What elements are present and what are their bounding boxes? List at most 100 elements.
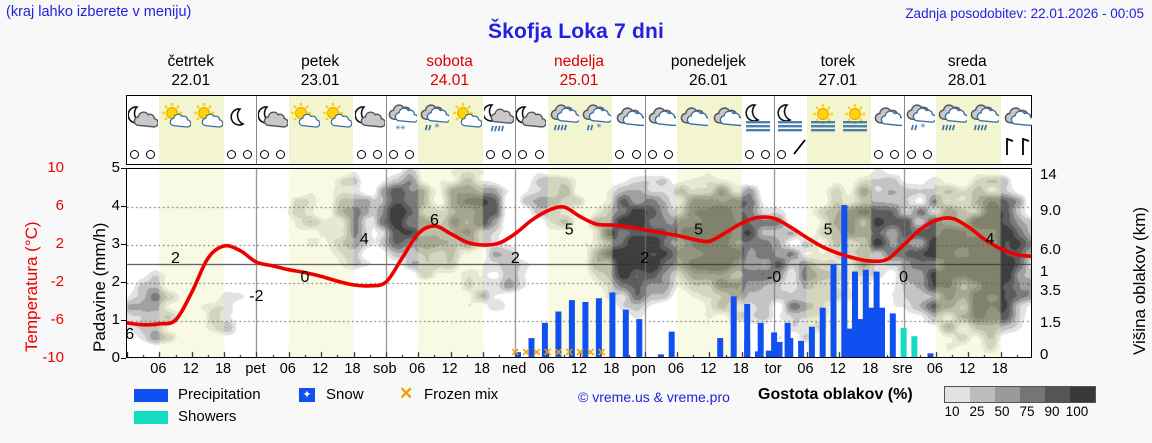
cloud-rain-icon	[936, 96, 968, 142]
wind-barb-light	[793, 138, 807, 161]
svg-text:✳: ✳	[395, 124, 401, 132]
wind-barb-calm	[647, 150, 657, 159]
frozen-mix-marker: ✕	[586, 347, 595, 358]
frozen-mix-marker: ✕	[543, 347, 552, 358]
wind-barb-calm	[259, 150, 269, 159]
precipitation-tick: 0	[111, 349, 120, 366]
sun-cloud-icon	[192, 96, 224, 142]
day-name: petek	[301, 53, 340, 70]
temperature-value-label: 0	[899, 269, 908, 286]
temperature-value-label: 2	[171, 250, 180, 267]
wind-barb-calm	[534, 150, 544, 159]
moon-fog-icon	[774, 96, 806, 142]
precip-bar	[595, 298, 602, 357]
temperature-tick: 2	[55, 235, 64, 252]
cloud-icon	[645, 96, 677, 142]
cloud-scale-tick: 10	[944, 404, 960, 419]
precip-bar	[541, 322, 548, 357]
precipitation-tick: 1	[111, 311, 120, 328]
temperature-value-label: 0	[301, 269, 310, 286]
wind-barb-calm	[275, 150, 285, 159]
precip-bar	[900, 327, 907, 357]
wind-barb-calm	[744, 150, 754, 159]
cloud-scale-tick: 90	[1044, 404, 1060, 419]
weather-icon-strip: ✳ ✳ ✳ ✳ ✳	[126, 95, 1032, 165]
precip-bar	[911, 336, 918, 357]
svg-text:✳: ✳	[434, 122, 440, 130]
day-separator-2	[385, 96, 387, 164]
cloud-icon	[709, 96, 741, 142]
x-axis-tick: 06	[409, 361, 426, 377]
cloud-scale-tick: 50	[994, 404, 1010, 419]
x-axis-tick: 06	[279, 361, 296, 377]
day-date: 28.01	[947, 72, 987, 89]
temperature-tick: -10	[42, 349, 64, 366]
day-header-6: torek 27.01	[773, 52, 902, 90]
x-axis-tick: 06	[926, 361, 943, 377]
wind-barb-calm	[356, 150, 366, 159]
precip-bar	[776, 341, 783, 357]
precip-bar	[528, 338, 535, 357]
wind-barb-calm	[243, 150, 253, 159]
precip-bar	[819, 307, 826, 357]
precip-bar	[862, 269, 869, 357]
temperature-value-label: 4	[360, 231, 369, 248]
cloud-scale-tick: 75	[1019, 404, 1035, 419]
temperature-value-label: 5	[565, 222, 574, 239]
sun-cloud-icon	[289, 96, 321, 142]
precip-bar	[889, 313, 896, 357]
wind-barb-calm	[405, 150, 415, 159]
precip-bar	[657, 354, 664, 357]
x-axis-tick: sob	[373, 361, 397, 377]
x-axis-tick: 12	[312, 361, 329, 377]
x-axis-tick: 06	[538, 361, 555, 377]
wind-barb-calm	[761, 150, 771, 159]
copyright-link[interactable]: © vreme.us & vreme.pro	[578, 389, 730, 405]
precip-bar	[808, 326, 815, 357]
cloud-height-tick: 0	[1040, 346, 1049, 364]
wind-barb-calm	[130, 150, 140, 159]
frozen-mix-marker: ✕	[532, 347, 541, 358]
day-separator-1	[256, 96, 258, 164]
temperature-tick: 6	[55, 197, 64, 214]
cloud-snow-icon: ✳ ✳	[386, 96, 418, 142]
svg-text:✳: ✳	[400, 124, 406, 132]
precipitation-tick: 2	[111, 273, 120, 290]
precipitation-tickmark	[121, 168, 126, 169]
moon-cloud-icon	[127, 96, 159, 142]
sun-fog-icon	[807, 96, 839, 142]
x-axis-tick: 12	[959, 361, 976, 377]
wind-barb-calm	[663, 150, 673, 159]
precip-bar	[852, 271, 858, 357]
svg-text:✳: ✳	[596, 122, 602, 130]
precip-bar	[873, 271, 880, 357]
x-axis-tick: ned	[502, 361, 527, 377]
precip-bar	[927, 353, 934, 357]
precip-bar	[787, 338, 794, 357]
temperature-value-label: 5	[694, 222, 703, 239]
day-date: 24.01	[430, 72, 469, 89]
x-axis-tick: 12	[182, 361, 199, 377]
frozen-mix-swatch: ✕	[399, 384, 414, 403]
day-name: sobota	[426, 53, 473, 70]
precip-bar	[622, 309, 629, 357]
wind-barb-calm	[388, 150, 398, 159]
temperature-tick: -2	[50, 273, 64, 290]
day-date: 23.01	[300, 72, 340, 89]
cloud-height-tick: 6.0	[1040, 240, 1061, 258]
wind-barb-calm	[615, 150, 625, 159]
x-axis-tick: 06	[667, 361, 685, 377]
x-axis-tick: pet	[245, 361, 266, 377]
moon-fog-icon	[742, 96, 774, 142]
temperature-value-label: 4	[985, 231, 994, 248]
frozen-mix-marker: ✕	[575, 347, 584, 358]
day-date: 22.01	[171, 72, 211, 89]
day-header-2: petek 23.01	[255, 52, 384, 90]
wind-barb-calm	[486, 150, 496, 159]
precipitation-tick: 5	[111, 159, 120, 176]
day-header-7: sreda 28.01	[903, 52, 1032, 90]
page-title: Škofja Loka 7 dni	[487, 20, 665, 43]
wind-barb-calm	[227, 150, 237, 159]
precipitation-tickmark	[121, 244, 126, 245]
